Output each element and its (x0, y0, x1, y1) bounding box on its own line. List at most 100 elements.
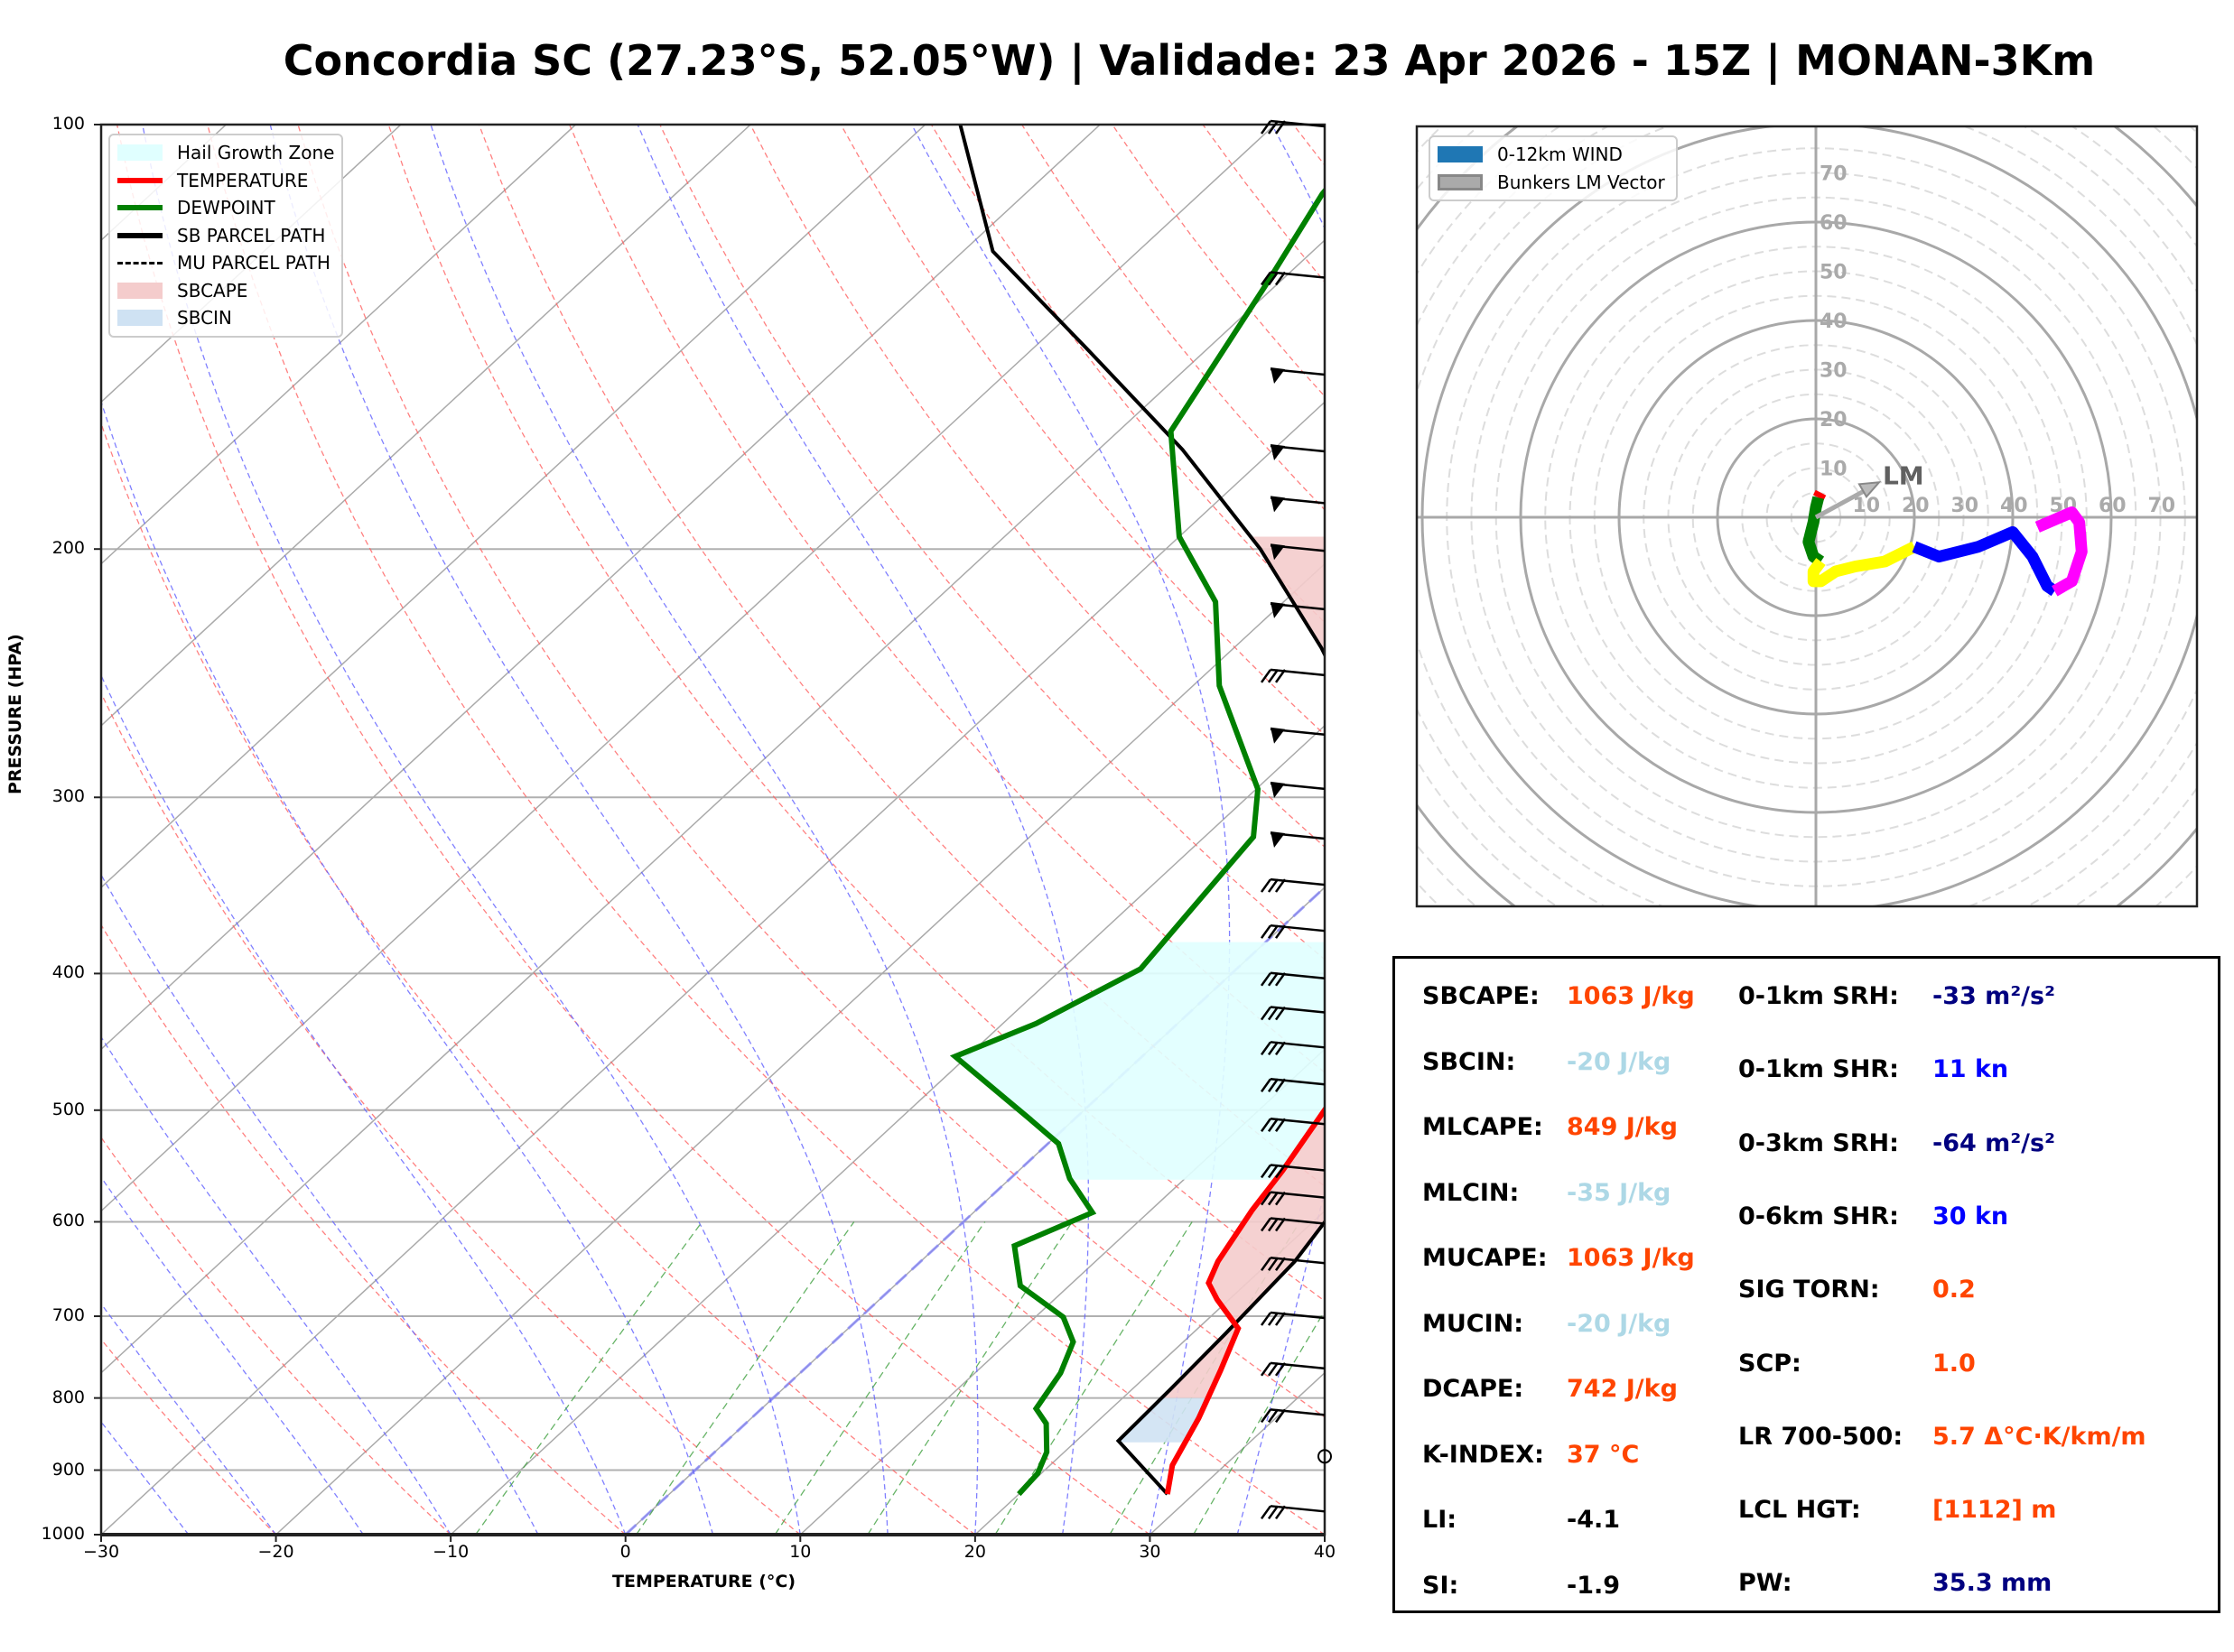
legend-entry: Bunkers LM Vector (1430, 169, 1676, 197)
pressure-tick-label: 400 (51, 962, 85, 983)
wind-barb (1260, 971, 1326, 987)
isotherm-line (799, 1048, 1325, 1535)
legend-swatch (117, 232, 163, 238)
stat-label: 0-6km SHR: (1738, 1202, 1899, 1230)
wind-barb (1270, 543, 1326, 561)
chart-title: Concordia SC (27.23°S, 52.05°W) | Valida… (283, 36, 2096, 85)
stat-label: DCAPE: (1422, 1375, 1524, 1403)
moist-adiabat (101, 673, 627, 1535)
wind-barb (1270, 601, 1326, 618)
temperature-tick-label: −20 (257, 1542, 294, 1562)
legend-label: SB PARCEL PATH (177, 224, 326, 246)
dry-adiabat (101, 1136, 451, 1535)
skewt-legend: Hail Growth Zone TEMPERATURE DEWPOINT SB PA… (108, 134, 343, 338)
dry-adiabat (297, 125, 1325, 1418)
moist-adiabat (1236, 125, 1325, 1535)
stat-value: 1063 J/kg (1567, 1244, 1695, 1272)
legend-entry: SBCAPE (110, 277, 341, 305)
pressure-tick-label: 600 (51, 1211, 85, 1231)
mixing-ratio-line (475, 1221, 703, 1535)
hodograph-ring-label-v: 60 (1820, 212, 1848, 235)
isotherm-line (101, 125, 577, 565)
bunkers-lm-arrowhead (1857, 481, 1882, 499)
y-axis-label: PRESSURE (HPA) (5, 634, 25, 794)
stat-label: SI: (1422, 1571, 1459, 1600)
wind-barb (1270, 831, 1326, 849)
stat-value: -33 m²/s² (1932, 982, 2055, 1010)
temperature-line (1164, 1105, 1325, 1495)
hodograph-segment (2034, 506, 2088, 597)
wind-barb (1260, 668, 1326, 683)
stat-label: MLCIN: (1422, 1178, 1520, 1207)
wind-barb (1260, 1164, 1326, 1179)
moist-adiabat (101, 399, 714, 1535)
mixing-ratio-line (774, 1221, 986, 1535)
stat-value: 742 J/kg (1567, 1375, 1678, 1403)
stats-panel: SBCAPE: 1063 J/kg SBCIN: -20 J/kg MLCAPE: 849… (1392, 956, 2220, 1613)
stat-label: SIG TORN: (1738, 1276, 1880, 1304)
wind-barb (1260, 119, 1326, 135)
legend-label: 0-12km WIND (1497, 144, 1623, 166)
legend-label: TEMPERATURE (177, 169, 309, 191)
stat-label: K-INDEX: (1422, 1440, 1544, 1469)
stat-value: 0.2 (1932, 1276, 1976, 1304)
wind-barb (1260, 1078, 1326, 1092)
temperature-tick-label: 40 (1313, 1542, 1336, 1562)
isotherm-line (450, 724, 1325, 1535)
hodograph-ring-label-v: 10 (1820, 459, 1848, 481)
hodograph-ring-label-v: 30 (1820, 360, 1848, 383)
moist-adiabat (269, 125, 889, 1535)
hodograph-ring-label-u: 40 (2000, 495, 2028, 517)
hodograph-ring-label-v: 40 (1820, 311, 1848, 333)
stat-value: 1.0 (1932, 1349, 1976, 1378)
legend-entry: Hail Growth Zone (110, 139, 341, 167)
stat-label: MUCIN: (1422, 1309, 1524, 1338)
bunkers-lm-vector (1814, 486, 1872, 520)
legend-entry: SB PARCEL PATH (110, 222, 341, 250)
stat-label: LI: (1422, 1506, 1457, 1534)
legend-swatch (117, 205, 163, 211)
stat-value: 849 J/kg (1567, 1113, 1678, 1141)
hodograph-ring-label-v: 70 (1820, 163, 1848, 186)
isotherm-line (101, 239, 1325, 1374)
x-axis-label: TEMPERATURE (°C) (612, 1572, 796, 1592)
moist-adiabat (637, 125, 1090, 1535)
legend-swatch (117, 177, 163, 183)
legend-label: MU PARCEL PATH (177, 252, 330, 274)
wind-barb (1270, 727, 1326, 744)
legend-entry: DEWPOINT (110, 194, 341, 222)
stat-value: [1112] m (1932, 1496, 2057, 1525)
wind-barb (1260, 1006, 1326, 1021)
moist-adiabat (142, 125, 801, 1535)
stat-label: MLCAPE: (1422, 1113, 1543, 1141)
hodograph-segment (1807, 541, 1917, 588)
sbcin-area (1120, 1397, 1208, 1443)
legend-label: DEWPOINT (177, 197, 275, 219)
stat-label: 0-3km SRH: (1738, 1128, 1899, 1157)
bunkers-lm-label: LM (1883, 460, 1924, 490)
mixing-ratio-line (867, 1221, 1073, 1535)
legend-label: Bunkers LM Vector (1497, 171, 1665, 193)
isotherm-line (101, 125, 751, 727)
wind-barb (1260, 877, 1326, 893)
pressure-tick-label: 300 (51, 786, 85, 807)
dry-adiabat (116, 125, 1150, 1535)
hodograph-ring-label-u: 20 (1902, 495, 1930, 517)
wind-barb (1270, 496, 1326, 513)
stat-label: 0-1km SHR: (1738, 1055, 1899, 1084)
wind-barb-calm (1317, 1449, 1332, 1464)
hodograph-segment (1912, 525, 2058, 597)
mixing-ratio-line (1193, 1309, 1325, 1535)
isotherm-line (275, 562, 1325, 1535)
stat-value: -1.9 (1567, 1571, 1621, 1600)
isotherm-line (625, 886, 1325, 1535)
isotherm-line (101, 125, 402, 404)
wind-barb (1260, 1041, 1326, 1056)
temperature-tick-label: −10 (433, 1542, 470, 1562)
pressure-tick-label: 500 (51, 1099, 85, 1119)
legend-entry: 0-12km WIND (1430, 141, 1676, 169)
stat-value: 11 kn (1932, 1055, 2009, 1084)
hodograph-ring-label-u: 60 (2099, 495, 2127, 517)
